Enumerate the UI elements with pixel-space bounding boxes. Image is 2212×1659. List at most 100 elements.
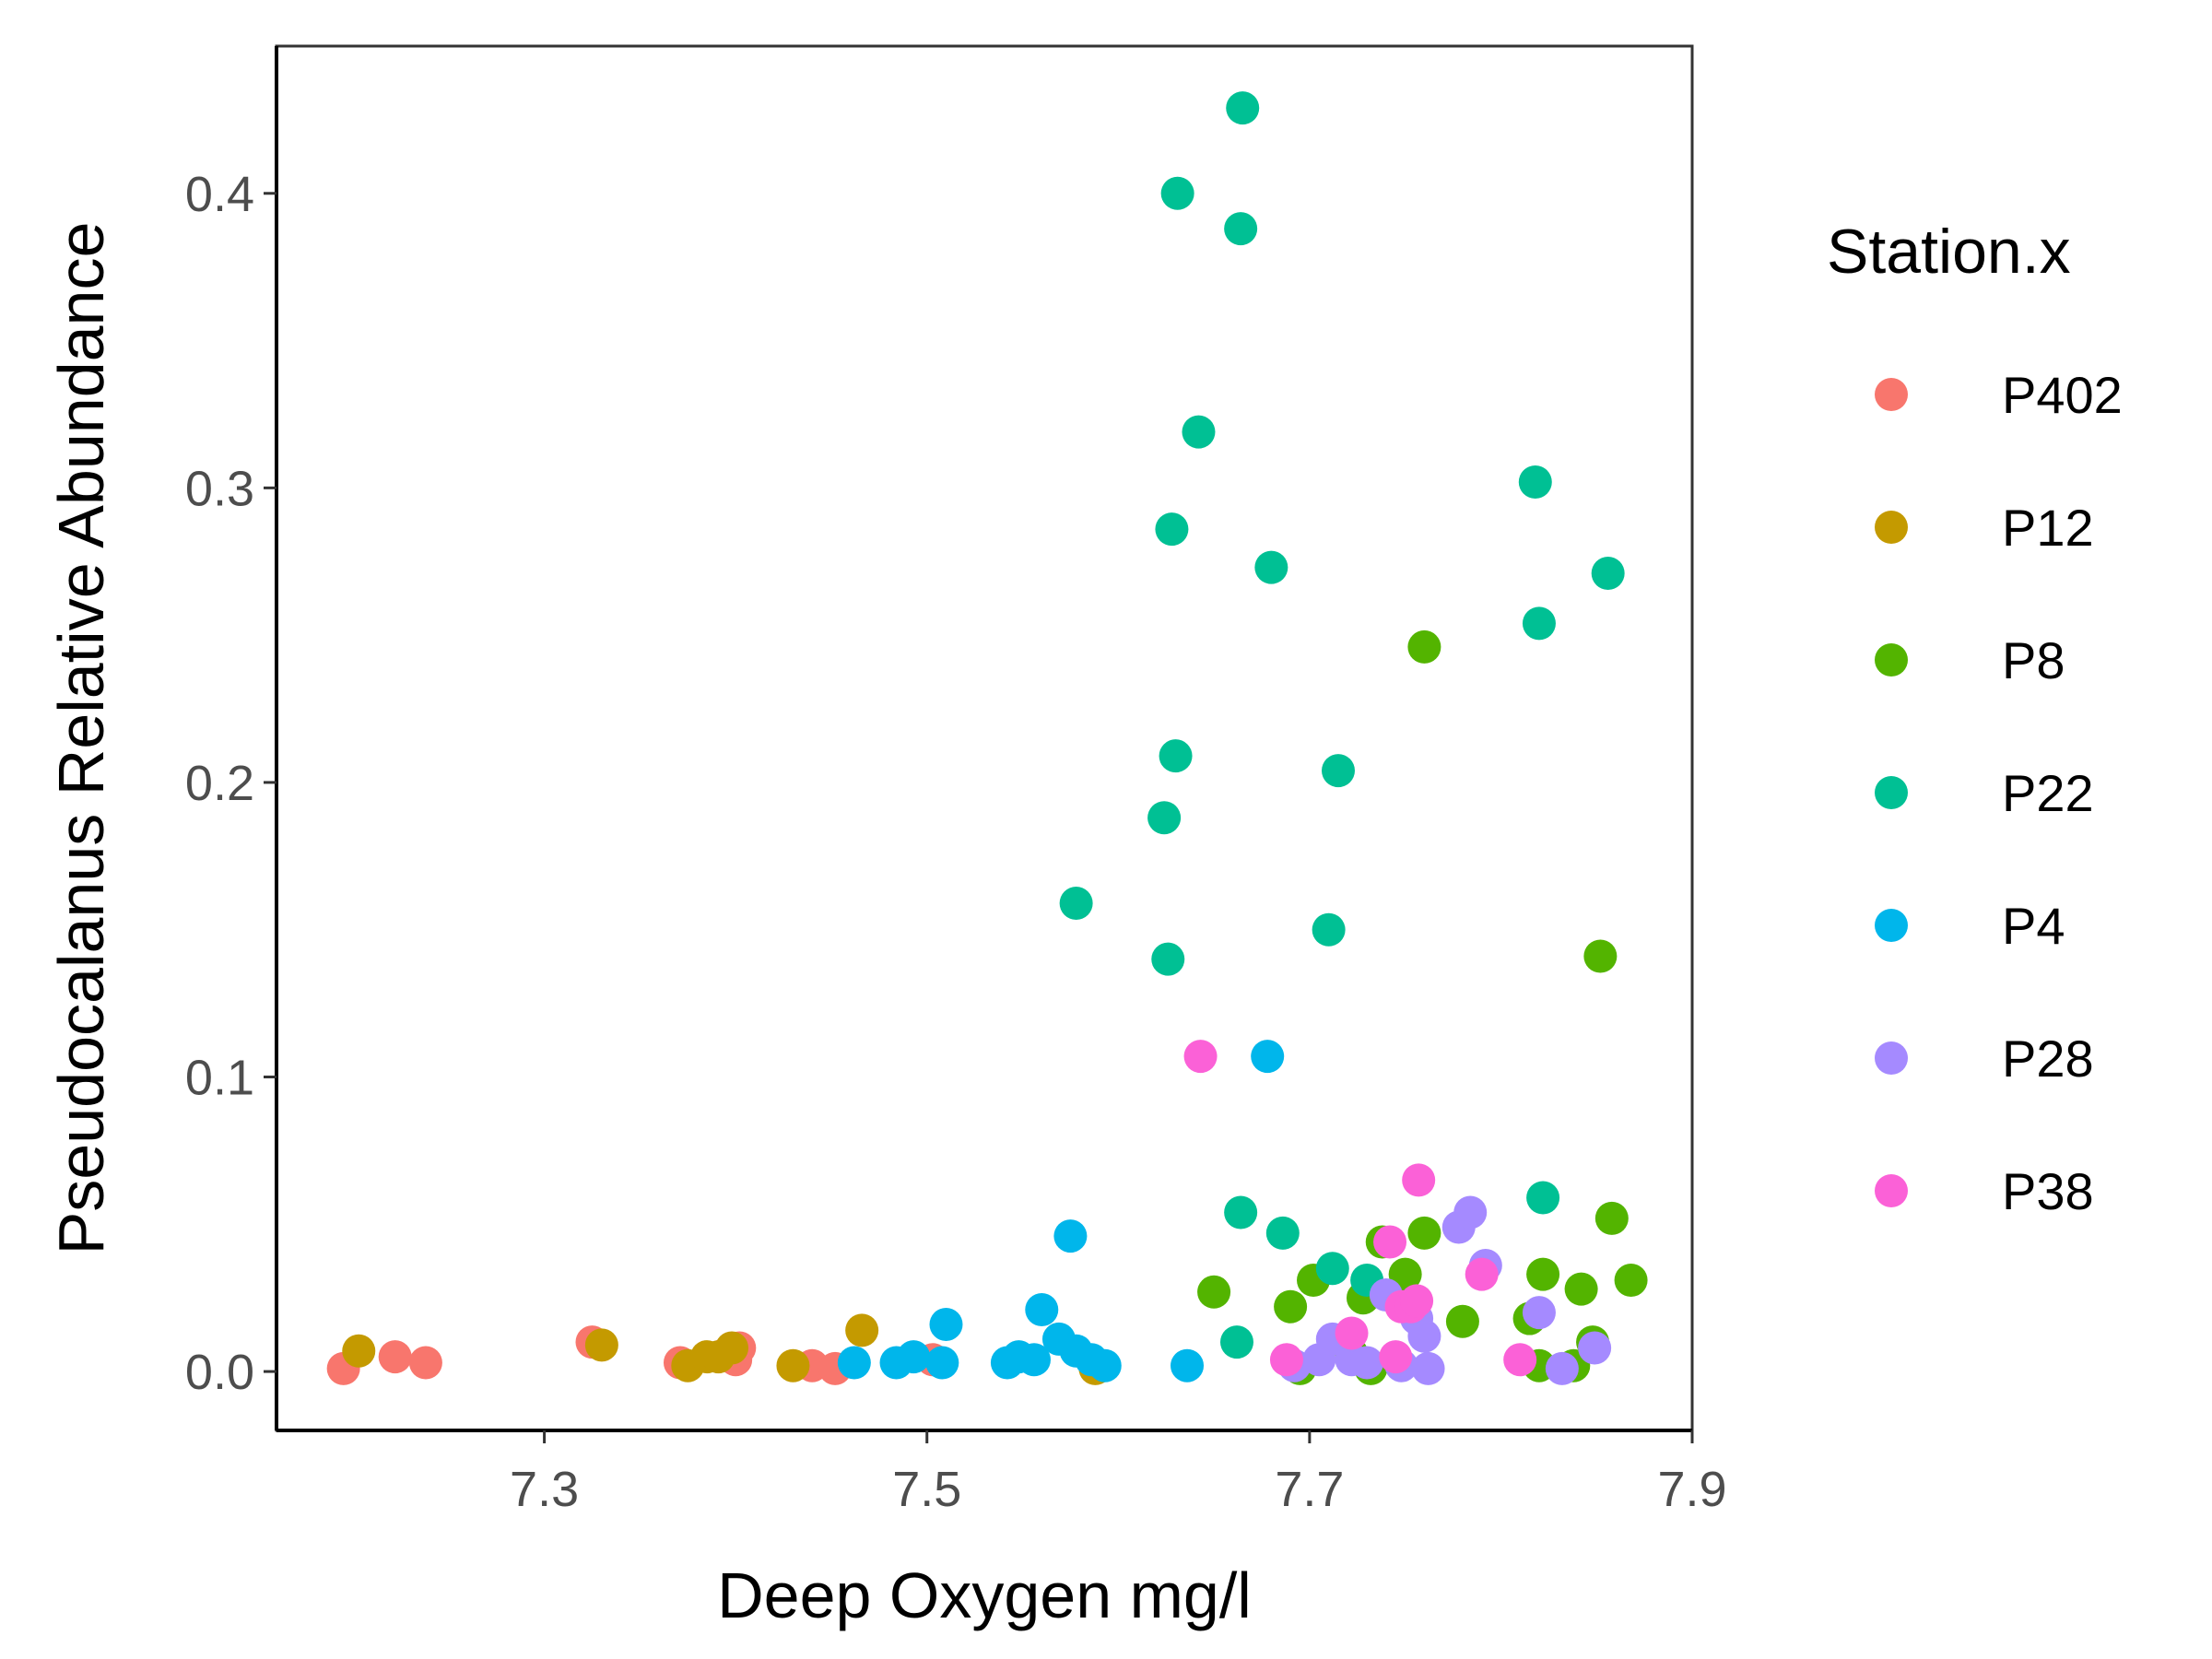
data-point [1564, 1272, 1598, 1306]
data-point [1155, 512, 1189, 547]
y-tick-label: 0.1 [185, 1051, 254, 1106]
legend-label: P38 [2002, 1162, 2094, 1220]
legend-title: Station.x [1827, 217, 2071, 287]
legend-item-p12: P12 [1875, 499, 2094, 557]
data-point [1254, 550, 1288, 584]
data-point [584, 1328, 618, 1362]
data-point [1526, 1181, 1560, 1215]
legend-label: P4 [2002, 897, 2065, 955]
legend-label: P12 [2002, 499, 2094, 557]
data-point [1312, 912, 1346, 947]
data-point [1274, 1289, 1308, 1324]
x-tick-label: 7.9 [1657, 1462, 1726, 1517]
y-tick-label: 0.3 [185, 461, 254, 516]
data-point [1219, 1325, 1253, 1359]
legend-items: P402 P12 P8 P22 P4 P28 P38 [1875, 366, 2123, 1220]
legend-label: P22 [2002, 764, 2094, 822]
legend-label: P8 [2002, 631, 2065, 689]
legend-key-dot [1875, 643, 1908, 677]
data-point [408, 1346, 442, 1380]
data-point [715, 1331, 749, 1365]
data-point [1226, 91, 1260, 125]
legend-item-p8: P8 [1875, 631, 2065, 689]
data-point [1265, 1216, 1300, 1250]
y-axis-ticks: 0.0 0.1 0.2 0.3 0.4 [185, 167, 276, 1400]
data-point [897, 1340, 931, 1374]
data-point [1373, 1225, 1407, 1259]
data-point [1453, 1195, 1488, 1230]
data-point [1017, 1343, 1051, 1377]
x-axis-title: Deep Oxygen mg/l [717, 1559, 1252, 1631]
y-tick-label: 0.0 [185, 1345, 254, 1400]
data-point [1445, 1304, 1479, 1338]
data-point [378, 1340, 412, 1374]
series-p4 [837, 1040, 1285, 1382]
data-point [1269, 1343, 1303, 1377]
legend-key-dot [1875, 776, 1908, 809]
data-point [1400, 1284, 1434, 1318]
data-point [1315, 1252, 1349, 1286]
legend-label: P28 [2002, 1030, 2094, 1088]
y-tick-label: 0.4 [185, 167, 254, 222]
data-point [1147, 801, 1182, 835]
legend-item-p4: P4 [1875, 897, 2065, 955]
legend-key-dot [1875, 378, 1908, 411]
data-point [1197, 1275, 1231, 1309]
data-point [1350, 1346, 1384, 1380]
data-point [1335, 1316, 1369, 1350]
legend-item-p22: P22 [1875, 764, 2094, 822]
data-point [1053, 1219, 1088, 1253]
data-point [1322, 754, 1355, 788]
data-point [1503, 1343, 1537, 1377]
data-point [837, 1346, 871, 1380]
legend-key-dot [1875, 909, 1908, 942]
data-point [1526, 1257, 1560, 1291]
data-point [1545, 1351, 1579, 1385]
data-point [1059, 886, 1093, 920]
data-point [1025, 1292, 1059, 1326]
plot-area: 7.3 7.5 7.7 7.9 0.0 0.1 0.2 0.3 0.4 [185, 44, 1727, 1517]
data-point [342, 1334, 376, 1368]
data-point [1407, 629, 1441, 664]
data-point [1088, 1348, 1122, 1382]
data-point [925, 1346, 959, 1380]
data-point [1183, 1040, 1218, 1074]
data-point [1182, 415, 1216, 449]
data-point [1591, 557, 1625, 591]
series-p38 [1183, 1040, 1537, 1377]
legend-item-p38: P38 [1875, 1162, 2094, 1220]
data-points [326, 91, 1648, 1385]
data-point [1159, 739, 1193, 773]
x-tick-label: 7.3 [510, 1462, 579, 1517]
data-point [1411, 1351, 1445, 1385]
data-point [1379, 1340, 1413, 1374]
data-point [1578, 1331, 1612, 1365]
data-point [1583, 939, 1618, 973]
data-point [1465, 1257, 1499, 1291]
legend-item-p402: P402 [1875, 366, 2123, 424]
data-point [1171, 1348, 1205, 1382]
data-point [1224, 1195, 1258, 1230]
x-tick-label: 7.7 [1275, 1462, 1344, 1517]
data-point [1160, 176, 1194, 210]
data-point [929, 1307, 963, 1341]
data-point [1407, 1216, 1441, 1250]
data-point [1407, 1319, 1441, 1353]
legend-key-dot [1875, 1041, 1908, 1075]
data-point [1251, 1040, 1285, 1074]
data-point [1402, 1163, 1436, 1197]
legend-label: P402 [2002, 366, 2123, 424]
x-axis-ticks: 7.3 7.5 7.7 7.9 [510, 1430, 1727, 1517]
y-tick-label: 0.2 [185, 756, 254, 811]
data-point [1151, 942, 1185, 976]
data-point [1518, 465, 1552, 499]
x-tick-label: 7.5 [892, 1462, 961, 1517]
data-point [845, 1313, 879, 1347]
data-point [1594, 1201, 1629, 1235]
legend-key-dot [1875, 511, 1908, 544]
legend-key-dot [1875, 1174, 1908, 1207]
legend: Station.x P402 P12 P8 P22 P4 P28 P38 [1827, 217, 2123, 1220]
series-p22 [1059, 91, 1625, 1359]
